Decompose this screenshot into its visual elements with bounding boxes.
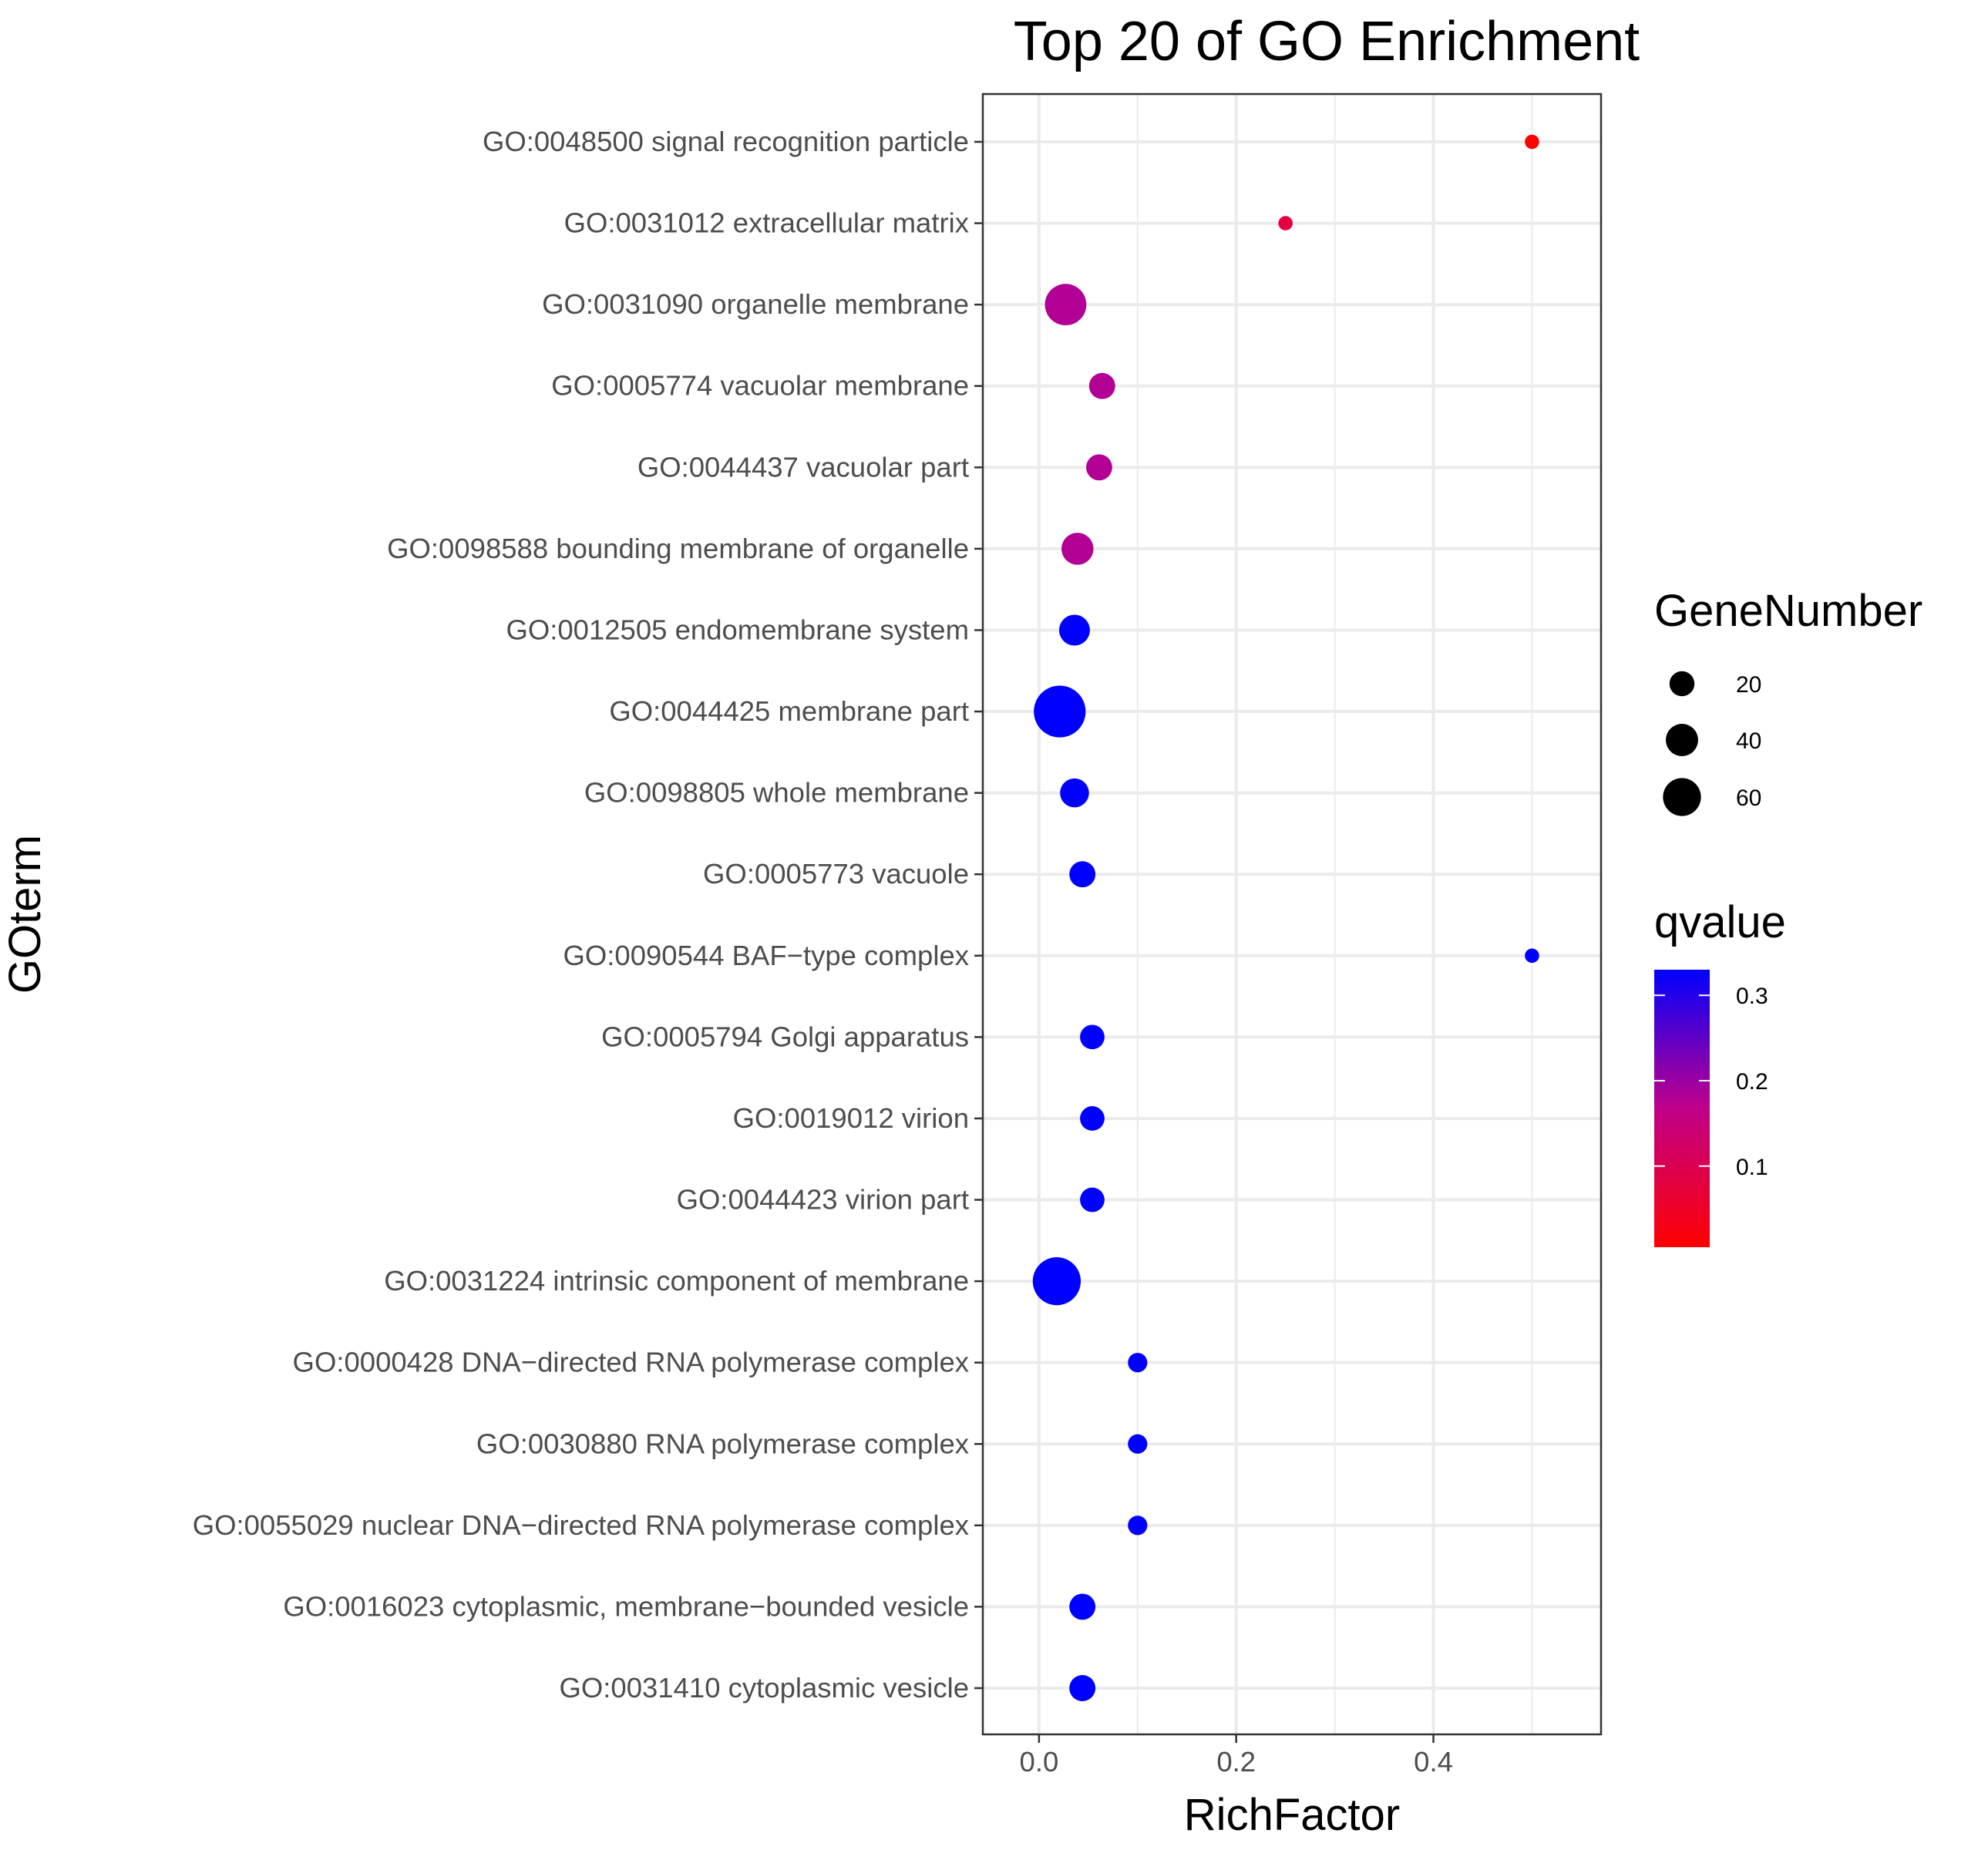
data-point [1080, 1106, 1105, 1131]
data-point [1088, 372, 1115, 399]
size-legend-label: 40 [1736, 728, 1761, 754]
size-legend-key [1669, 671, 1695, 697]
data-point [1128, 1434, 1148, 1454]
grid-lines [983, 94, 1601, 1734]
y-tick-label: GO:0048500 signal recognition particle [483, 126, 969, 157]
y-tick-label: GO:0005794 Golgi apparatus [601, 1021, 969, 1052]
data-point [1058, 614, 1090, 646]
data-point [1080, 1024, 1105, 1050]
color-legend: qvalue 0.1 0.2 0.3 [1654, 897, 1786, 1247]
y-tick-label: GO:0098805 whole membrane [584, 777, 969, 809]
x-tick-label: 0.0 [1020, 1746, 1059, 1778]
data-point [1128, 1515, 1148, 1536]
qvalue-colorbar [1654, 970, 1710, 1247]
size-legend-items: 20 40 60 [1663, 671, 1761, 816]
colorbar-label: 0.1 [1736, 1155, 1768, 1180]
y-tick-label: GO:0044437 vacuolar part [637, 451, 969, 483]
y-tick-label: GO:0030880 RNA polymerase complex [476, 1428, 969, 1459]
y-tick-label: GO:0055029 nuclear DNA−directed RNA poly… [193, 1509, 969, 1541]
colorbar-label: 0.3 [1736, 984, 1768, 1009]
x-axis-title: RichFactor [1184, 1790, 1400, 1840]
plot-panel [983, 94, 1601, 1734]
plot-panel-border [981, 92, 1603, 1736]
size-legend: GeneNumber 20 40 60 [1654, 586, 1922, 816]
y-tick-label: GO:0016023 cytoplasmic, membrane−bounded… [283, 1590, 969, 1622]
y-axis-title: GOterm [0, 835, 50, 994]
colorbar-label: 0.2 [1736, 1069, 1768, 1095]
data-point [1525, 134, 1539, 150]
data-point [1069, 861, 1096, 888]
data-point [1044, 284, 1087, 326]
x-tick-label: 0.2 [1216, 1746, 1256, 1778]
data-point [1034, 685, 1086, 738]
size-legend-label: 20 [1736, 672, 1761, 698]
data-points [1032, 134, 1539, 1701]
y-tick-label: GO:0031012 extracellular matrix [564, 207, 969, 239]
y-tick-label: GO:0005773 vacuole [703, 858, 969, 890]
y-tick-label: GO:0098588 bounding membrane of organell… [387, 533, 969, 564]
color-legend-title: qvalue [1654, 897, 1786, 947]
data-point [1085, 454, 1112, 481]
size-legend-label: 60 [1736, 785, 1761, 811]
data-point [1069, 1675, 1096, 1701]
y-tick-label: GO:0031410 cytoplasmic vesicle [559, 1672, 969, 1704]
chart-title: Top 20 of GO Enrichment [1014, 11, 1640, 72]
y-tick-label: GO:0019012 virion [733, 1102, 969, 1134]
x-tick-label: 0.4 [1414, 1746, 1453, 1778]
y-tick-label: GO:0044423 virion part [677, 1184, 969, 1216]
y-axis: GO:0048500 signal recognition particle GO… [193, 126, 983, 1704]
y-tick-label: GO:0090544 BAF−type complex [563, 940, 969, 971]
size-legend-key [1663, 778, 1701, 816]
y-tick-label: GO:0031224 intrinsic component of membra… [384, 1265, 969, 1297]
data-point [1060, 778, 1089, 808]
y-tick-label: GO:0012505 endomembrane system [506, 614, 969, 645]
data-point [1525, 948, 1539, 964]
data-point [1278, 216, 1293, 230]
color-legend-ticks: 0.1 0.2 0.3 [1654, 984, 1768, 1180]
y-tick-label: GO:0031090 organelle membrane [542, 288, 969, 320]
y-tick-label: GO:0044425 membrane part [609, 695, 969, 727]
size-legend-title: GeneNumber [1654, 586, 1922, 636]
data-point [1032, 1256, 1081, 1306]
data-point [1061, 533, 1094, 565]
data-point [1080, 1187, 1105, 1213]
x-axis: 0.0 0.2 0.4 [1020, 1734, 1453, 1778]
y-tick-label: GO:0000428 DNA−directed RNA polymerase c… [293, 1347, 969, 1378]
y-tick-label: GO:0005774 vacuolar membrane [551, 370, 969, 402]
data-point [1128, 1353, 1148, 1373]
size-legend-key [1666, 724, 1698, 756]
data-point [1069, 1593, 1096, 1620]
